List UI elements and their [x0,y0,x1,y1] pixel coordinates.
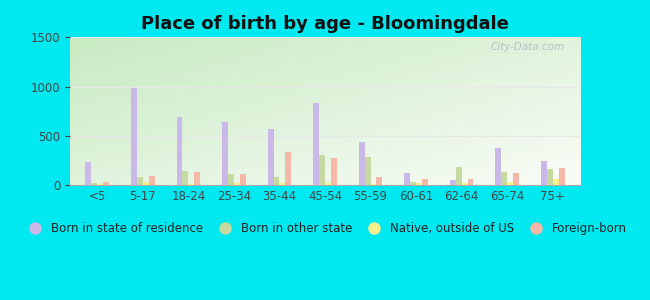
Bar [456,167,462,185]
Bar [319,154,325,185]
Legend: Born in state of residence, Born in other state, Native, outside of US, Foreign-: Born in state of residence, Born in othe… [18,218,632,240]
Bar [98,184,103,185]
Bar [495,148,501,185]
Bar [143,182,149,185]
Bar [541,161,547,185]
Bar [513,173,519,185]
Bar [280,183,285,185]
Bar [274,177,280,185]
Bar [240,174,246,185]
Bar [359,142,365,185]
Bar [422,179,428,185]
Bar [376,177,382,185]
Bar [410,182,416,185]
Bar [86,162,92,185]
Bar [183,171,188,185]
Bar [501,172,507,185]
Bar [416,183,422,185]
Bar [103,182,109,185]
Bar [285,152,291,185]
Bar [149,176,155,185]
Bar [365,158,370,185]
Bar [558,168,564,185]
Bar [313,103,319,185]
Bar [188,184,194,185]
Bar [177,117,183,185]
Bar [137,177,143,185]
Bar [194,172,200,185]
Bar [234,183,240,185]
Bar [462,183,467,185]
Bar [552,179,558,185]
Bar [331,158,337,185]
Bar [228,174,234,185]
Bar [547,169,552,185]
Title: Place of birth by age - Bloomingdale: Place of birth by age - Bloomingdale [141,15,509,33]
Bar [222,122,228,185]
Bar [404,173,410,185]
Bar [450,180,456,185]
Bar [467,179,473,185]
Bar [507,182,513,185]
Bar [92,183,98,185]
Bar [131,88,137,185]
Text: City-Data.com: City-Data.com [491,42,565,52]
Bar [325,183,331,185]
Bar [370,184,376,185]
Bar [268,129,274,185]
